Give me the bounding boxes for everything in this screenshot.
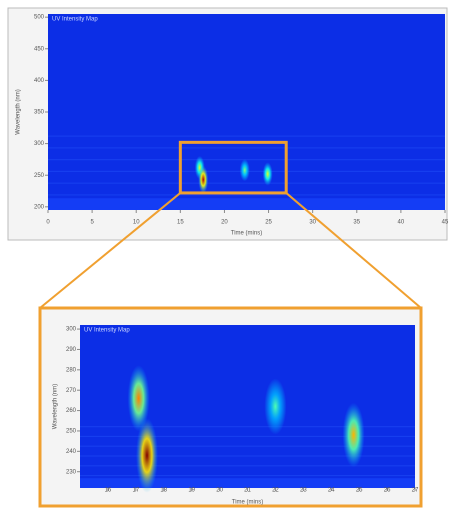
x-tick-label: 26 [384, 488, 391, 494]
x-tick-label: 45 [442, 220, 449, 226]
x-tick-label: 24 [328, 488, 335, 494]
x-tick-label: 25 [356, 488, 363, 494]
texture [48, 194, 445, 195]
x-tick-label: 20 [221, 220, 228, 226]
intensity-peak [343, 403, 365, 468]
intensity-peak [264, 378, 286, 434]
x-tick-label: 10 [133, 220, 140, 226]
texture [48, 136, 445, 137]
intensity-peak [198, 166, 208, 194]
y-tick-label: 280 [66, 367, 77, 373]
y-tick-label: 450 [34, 46, 45, 52]
texture [80, 436, 415, 437]
x-tick-label: 18 [160, 488, 167, 494]
y-tick-label: 250 [66, 429, 77, 435]
x-tick-label: 25 [265, 220, 272, 226]
texture [48, 147, 445, 148]
texture [48, 183, 445, 184]
baseline-band [48, 198, 445, 210]
x-tick-label: 16 [105, 488, 112, 494]
x-tick-label: 30 [309, 220, 316, 226]
y-tick-label: 250 [34, 173, 45, 179]
x-axis-label: Time (mins) [231, 231, 262, 237]
y-axis-label: Wavelength (nm) [53, 384, 59, 429]
x-axis-label: Time (mins) [232, 500, 263, 506]
x-tick-label: 23 [300, 488, 307, 494]
y-tick-label: 300 [66, 327, 77, 333]
x-tick-label: 22 [272, 488, 279, 494]
y-tick-label: 290 [66, 347, 77, 353]
texture [80, 475, 415, 476]
x-tick-label: 15 [177, 220, 184, 226]
x-tick-label: 19 [188, 488, 195, 494]
x-tick-label: 17 [132, 488, 139, 494]
y-tick-label: 500 [34, 15, 45, 21]
texture [80, 426, 415, 427]
x-tick-label: 20 [216, 488, 223, 494]
texture [80, 455, 415, 456]
y-axis-label: Wavelength (nm) [16, 89, 22, 134]
intensity-peak [136, 418, 158, 493]
y-tick-label: 200 [34, 204, 45, 210]
y-tick-label: 230 [66, 469, 77, 475]
screenshot: UV Intensity Map051015202530354045200250… [0, 0, 452, 509]
heatmap: UV Intensity Map [80, 325, 415, 493]
x-tick-label: 21 [244, 488, 251, 494]
x-tick-label: 40 [398, 220, 405, 226]
chart-title: UV Intensity Map [52, 17, 98, 23]
y-tick-label: 240 [66, 449, 77, 455]
chart-title: UV Intensity Map [84, 328, 130, 334]
intensity-peak [263, 162, 273, 185]
plot-background [48, 14, 445, 210]
intensity-peak [240, 159, 250, 181]
y-tick-label: 260 [66, 408, 77, 414]
y-tick-label: 400 [34, 78, 45, 84]
y-tick-label: 270 [66, 388, 77, 394]
x-tick-label: 27 [412, 488, 419, 494]
y-tick-label: 350 [34, 110, 45, 116]
texture [80, 446, 415, 447]
y-tick-label: 300 [34, 141, 45, 147]
texture [80, 465, 415, 466]
baseline-band [80, 478, 415, 488]
heatmap: UV Intensity Map [48, 14, 445, 210]
x-tick-label: 35 [353, 220, 360, 226]
